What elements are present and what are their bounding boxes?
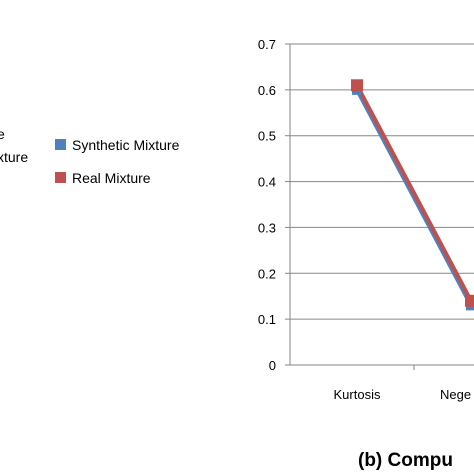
x-tick-label: Kurtosis	[334, 387, 381, 402]
y-tick-label: 0.4	[258, 175, 276, 190]
data-point-real	[351, 79, 363, 92]
y-tick-label: 0.7	[258, 37, 276, 52]
data-point-real	[465, 294, 474, 307]
y-tick-label: 0.6	[258, 83, 276, 98]
y-tick-label: 0.1	[258, 312, 276, 327]
y-tick-label: 0.3	[258, 220, 276, 235]
series-line-synthetic	[355, 88, 473, 307]
legend-swatch-real	[55, 172, 66, 183]
y-tick-label: 0.2	[258, 266, 276, 281]
left-legend-fragment-2: xture	[0, 149, 28, 165]
series-lines	[351, 79, 474, 311]
y-axis	[285, 43, 415, 370]
x-tick-label: Nege	[440, 387, 471, 402]
legend-swatch-synthetic	[55, 139, 66, 150]
series-line-real	[355, 84, 473, 302]
legend-label-real: Real Mixture	[72, 170, 151, 186]
gridlines	[290, 43, 474, 366]
y-tick-labels: 0 0.1 0.2 0.3 0.4 0.5 0.6 0.7	[258, 37, 276, 373]
legend: Synthetic Mixture Real Mixture	[55, 137, 180, 186]
x-tick-labels: Kurtosis Nege	[334, 387, 472, 402]
panel-caption: (b) Compu	[358, 450, 453, 471]
left-legend-fragment-1: e	[0, 126, 5, 142]
y-tick-label: 0.5	[258, 129, 276, 144]
y-tick-label: 0	[269, 358, 276, 373]
legend-label-synthetic: Synthetic Mixture	[72, 137, 180, 153]
